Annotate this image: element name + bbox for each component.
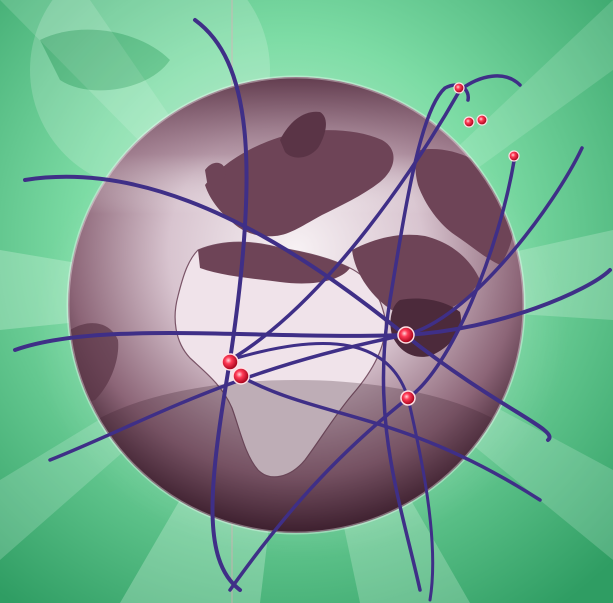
- orbit-arc: [13, 268, 612, 352]
- network-node: [400, 390, 416, 406]
- network-arcs: [13, 18, 612, 602]
- network-nodes: [221, 82, 520, 406]
- network-node: [476, 114, 488, 126]
- network-node: [397, 326, 415, 344]
- british-isles-landmass: [205, 162, 226, 185]
- scandinavia-landmass: [280, 111, 326, 158]
- middle-east-landmass: [352, 234, 480, 319]
- network-node: [463, 116, 475, 128]
- orbit-arc: [23, 174, 552, 442]
- orbit-arc: [48, 146, 584, 462]
- network-node: [232, 367, 250, 385]
- network-node: [221, 353, 239, 371]
- orbit-arc: [238, 374, 542, 502]
- africa-north-shade: [198, 242, 350, 284]
- network-node: [453, 82, 465, 94]
- orbit-arc: [193, 18, 249, 592]
- orbit-arc: [228, 74, 522, 362]
- network-node: [508, 150, 520, 162]
- orbit-arc: [381, 83, 470, 592]
- europe-landmass: [205, 130, 394, 237]
